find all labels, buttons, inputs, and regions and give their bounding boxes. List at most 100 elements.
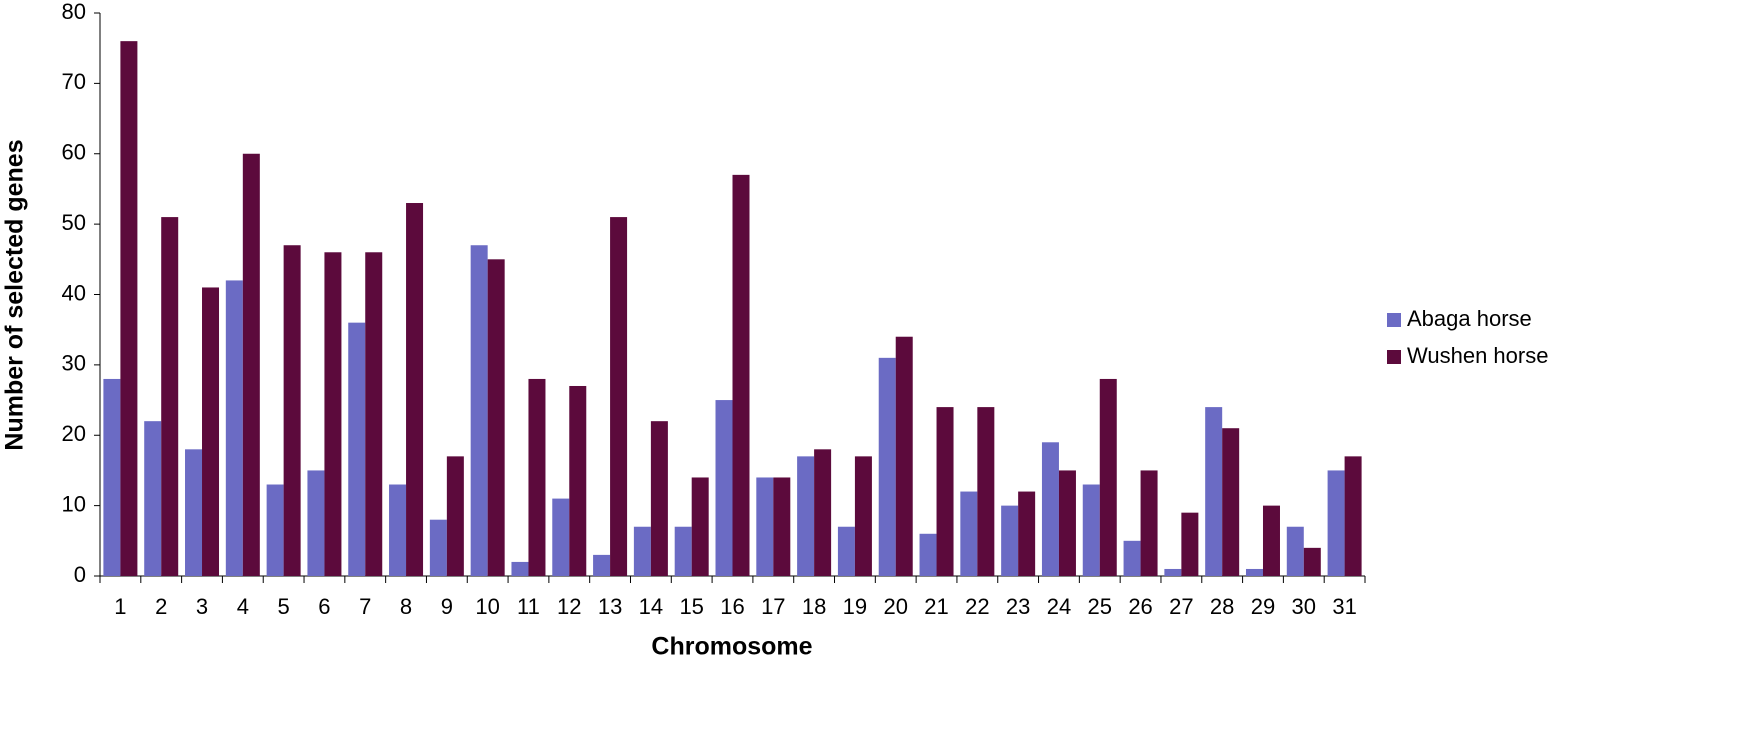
bar — [569, 385, 587, 576]
bar — [756, 477, 774, 576]
legend-swatch — [1387, 313, 1401, 327]
bar — [365, 252, 383, 576]
x-tick-label: 20 — [883, 594, 907, 619]
bar — [977, 407, 995, 576]
x-tick-label: 24 — [1047, 594, 1071, 619]
x-tick-label: 22 — [965, 594, 989, 619]
y-tick-label: 20 — [62, 421, 86, 446]
x-tick-label: 30 — [1292, 594, 1316, 619]
bar — [1082, 484, 1100, 576]
x-tick-label: 3 — [196, 594, 208, 619]
bar — [242, 153, 260, 576]
x-tick-label: 26 — [1128, 594, 1152, 619]
bar — [1140, 470, 1158, 576]
x-tick-label: 11 — [517, 594, 540, 619]
bar — [936, 407, 954, 576]
x-tick-label: 9 — [441, 594, 453, 619]
legend-label: Abaga horse — [1407, 306, 1532, 331]
bar — [487, 259, 505, 576]
bar — [674, 526, 692, 576]
x-tick-label: 12 — [557, 594, 581, 619]
bar — [283, 245, 301, 577]
bar — [144, 421, 162, 576]
bar — [1058, 470, 1076, 576]
bar — [691, 477, 709, 576]
x-tick-label: 27 — [1169, 594, 1193, 619]
bar — [185, 449, 203, 576]
y-tick-label: 70 — [62, 69, 86, 94]
bar — [1222, 428, 1240, 576]
bar — [389, 484, 407, 576]
bar — [1262, 505, 1280, 576]
x-tick-label: 10 — [475, 594, 499, 619]
bar — [1018, 491, 1036, 576]
x-tick-label: 5 — [278, 594, 290, 619]
bar — [552, 498, 570, 576]
y-tick-label: 50 — [62, 210, 86, 235]
bar — [1099, 378, 1117, 576]
x-tick-label: 29 — [1251, 594, 1275, 619]
x-tick-label: 25 — [1088, 594, 1112, 619]
x-axis-label: Chromosome — [651, 633, 812, 661]
y-tick-label: 30 — [62, 351, 86, 376]
bar — [528, 378, 546, 576]
bar — [814, 449, 832, 576]
x-tick-label: 19 — [843, 594, 867, 619]
legend-swatch — [1387, 350, 1401, 364]
bar — [732, 174, 750, 577]
x-tick-label: 2 — [155, 594, 167, 619]
x-tick-label: 1 — [114, 594, 126, 619]
x-tick-label: 4 — [237, 594, 249, 619]
x-tick-label: 13 — [598, 594, 622, 619]
bar — [919, 533, 937, 576]
bar — [103, 378, 121, 576]
y-tick-label: 10 — [62, 491, 86, 516]
bar — [1286, 526, 1304, 576]
bar — [650, 421, 668, 576]
bar — [307, 470, 325, 576]
bar — [610, 217, 628, 576]
bar — [1344, 456, 1362, 576]
legend-label: Wushen horse — [1407, 343, 1548, 368]
bar — [511, 561, 529, 576]
x-tick-label: 17 — [761, 594, 785, 619]
bar — [895, 336, 913, 576]
bar — [878, 357, 896, 576]
bar — [633, 526, 651, 576]
x-tick-label: 7 — [359, 594, 371, 619]
y-tick-label: 40 — [62, 280, 86, 305]
y-tick-label: 60 — [62, 140, 86, 165]
y-tick-label: 0 — [74, 562, 86, 587]
bar — [429, 519, 447, 576]
bar — [161, 217, 179, 576]
bar — [348, 322, 366, 576]
bar — [593, 554, 611, 576]
bar — [715, 400, 733, 576]
bar — [797, 456, 815, 576]
bar — [773, 477, 791, 576]
bar — [470, 245, 488, 577]
x-tick-label: 6 — [318, 594, 330, 619]
x-tick-label: 31 — [1332, 594, 1356, 619]
x-tick-label: 14 — [639, 594, 663, 619]
bar — [202, 287, 220, 576]
y-tick-label: 80 — [62, 0, 86, 24]
bar — [120, 41, 138, 576]
x-tick-label: 8 — [400, 594, 412, 619]
x-tick-label: 21 — [924, 594, 948, 619]
bar — [854, 456, 872, 576]
y-axis-label: Number of selected genes — [1, 139, 29, 450]
bar — [1001, 505, 1019, 576]
x-tick-label: 15 — [679, 594, 703, 619]
bar — [960, 491, 978, 576]
bar — [225, 280, 243, 576]
bar — [266, 484, 284, 576]
bar — [837, 526, 855, 576]
bar — [1327, 470, 1345, 576]
bar — [1123, 540, 1141, 576]
bar — [1303, 547, 1321, 576]
x-tick-label: 16 — [720, 594, 744, 619]
bar — [1041, 442, 1059, 576]
x-tick-label: 18 — [802, 594, 826, 619]
